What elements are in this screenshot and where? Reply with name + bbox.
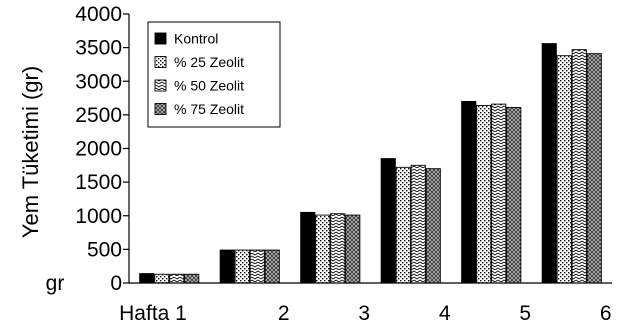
- bar-crosshatch-cat-5: [586, 53, 602, 284]
- bar-waves-cat-4: [491, 103, 507, 284]
- bar-solid-cat-0: [139, 273, 155, 284]
- y-tick-label: 500: [87, 238, 122, 261]
- y-tick-label: 2500: [75, 104, 122, 127]
- bar-waves-cat-3: [410, 164, 426, 284]
- bar-waves-cat-5: [571, 49, 587, 284]
- bar-dots-cat-0: [154, 273, 170, 284]
- legend: Kontrol % 25 Zeolit % 50 Zeolit % 75 Zeolit: [147, 21, 281, 128]
- legend-swatch-waves: [154, 79, 167, 92]
- x-tick-label: 3: [358, 302, 370, 325]
- y-tick-label: 2000: [75, 138, 122, 161]
- y-zero-unit-label: gr: [46, 272, 65, 295]
- bar-waves-cat-0: [169, 273, 185, 284]
- bar-dots-cat-5: [556, 55, 572, 284]
- legend-swatch-crosshatch: [154, 103, 167, 115]
- legend-label: % 75 Zeolit: [174, 101, 244, 117]
- bar-solid-cat-3: [380, 158, 396, 284]
- y-tick-label: 0: [110, 272, 122, 295]
- x-tick-label: 4: [439, 302, 451, 325]
- y-tick-label: 3500: [75, 37, 122, 60]
- x-tick-label: Hafta 1: [119, 302, 187, 325]
- legend-label: % 25 Zeolit: [174, 54, 244, 70]
- legend-swatch-solid: [154, 32, 167, 45]
- legend-label: Kontrol: [174, 31, 218, 47]
- bar-crosshatch-cat-3: [425, 168, 441, 284]
- y-axis: 0 500 1000 1500 2000 2500 3000 3500 4000 gr: [46, 3, 129, 295]
- y-tick-label: 3000: [75, 70, 122, 93]
- bar-waves-cat-1: [249, 249, 265, 284]
- y-tick-label: 1500: [75, 171, 122, 194]
- bar-crosshatch-cat-1: [264, 249, 280, 284]
- bar-solid-cat-2: [300, 211, 316, 284]
- y-tick-label: 4000: [75, 3, 122, 26]
- bar-solid-cat-4: [461, 100, 477, 284]
- x-tick-label: 2: [278, 302, 290, 325]
- bar-solid-cat-5: [541, 43, 557, 284]
- legend-label: % 50 Zeolit: [174, 78, 244, 94]
- x-tick-label: 5: [519, 302, 531, 325]
- legend-box: [147, 21, 281, 128]
- bar-crosshatch-cat-4: [506, 107, 522, 284]
- bar-waves-cat-2: [330, 213, 346, 284]
- bar-crosshatch-cat-2: [345, 214, 361, 284]
- x-axis: Hafta 1 2 3 4 5 6: [119, 302, 611, 325]
- bar-crosshatch-cat-0: [184, 273, 200, 284]
- y-axis-title: Yem Tüketimi (gr): [18, 66, 43, 238]
- legend-swatch-dots: [154, 56, 167, 68]
- y-tick-label: 1000: [75, 205, 122, 228]
- bar-dots-cat-1: [234, 249, 250, 284]
- bar-dots-cat-4: [476, 105, 492, 284]
- bars: [139, 43, 602, 284]
- bar-dots-cat-2: [315, 214, 331, 284]
- bar-solid-cat-1: [219, 249, 235, 284]
- bar-dots-cat-3: [395, 166, 411, 284]
- x-tick-label: 6: [600, 302, 612, 325]
